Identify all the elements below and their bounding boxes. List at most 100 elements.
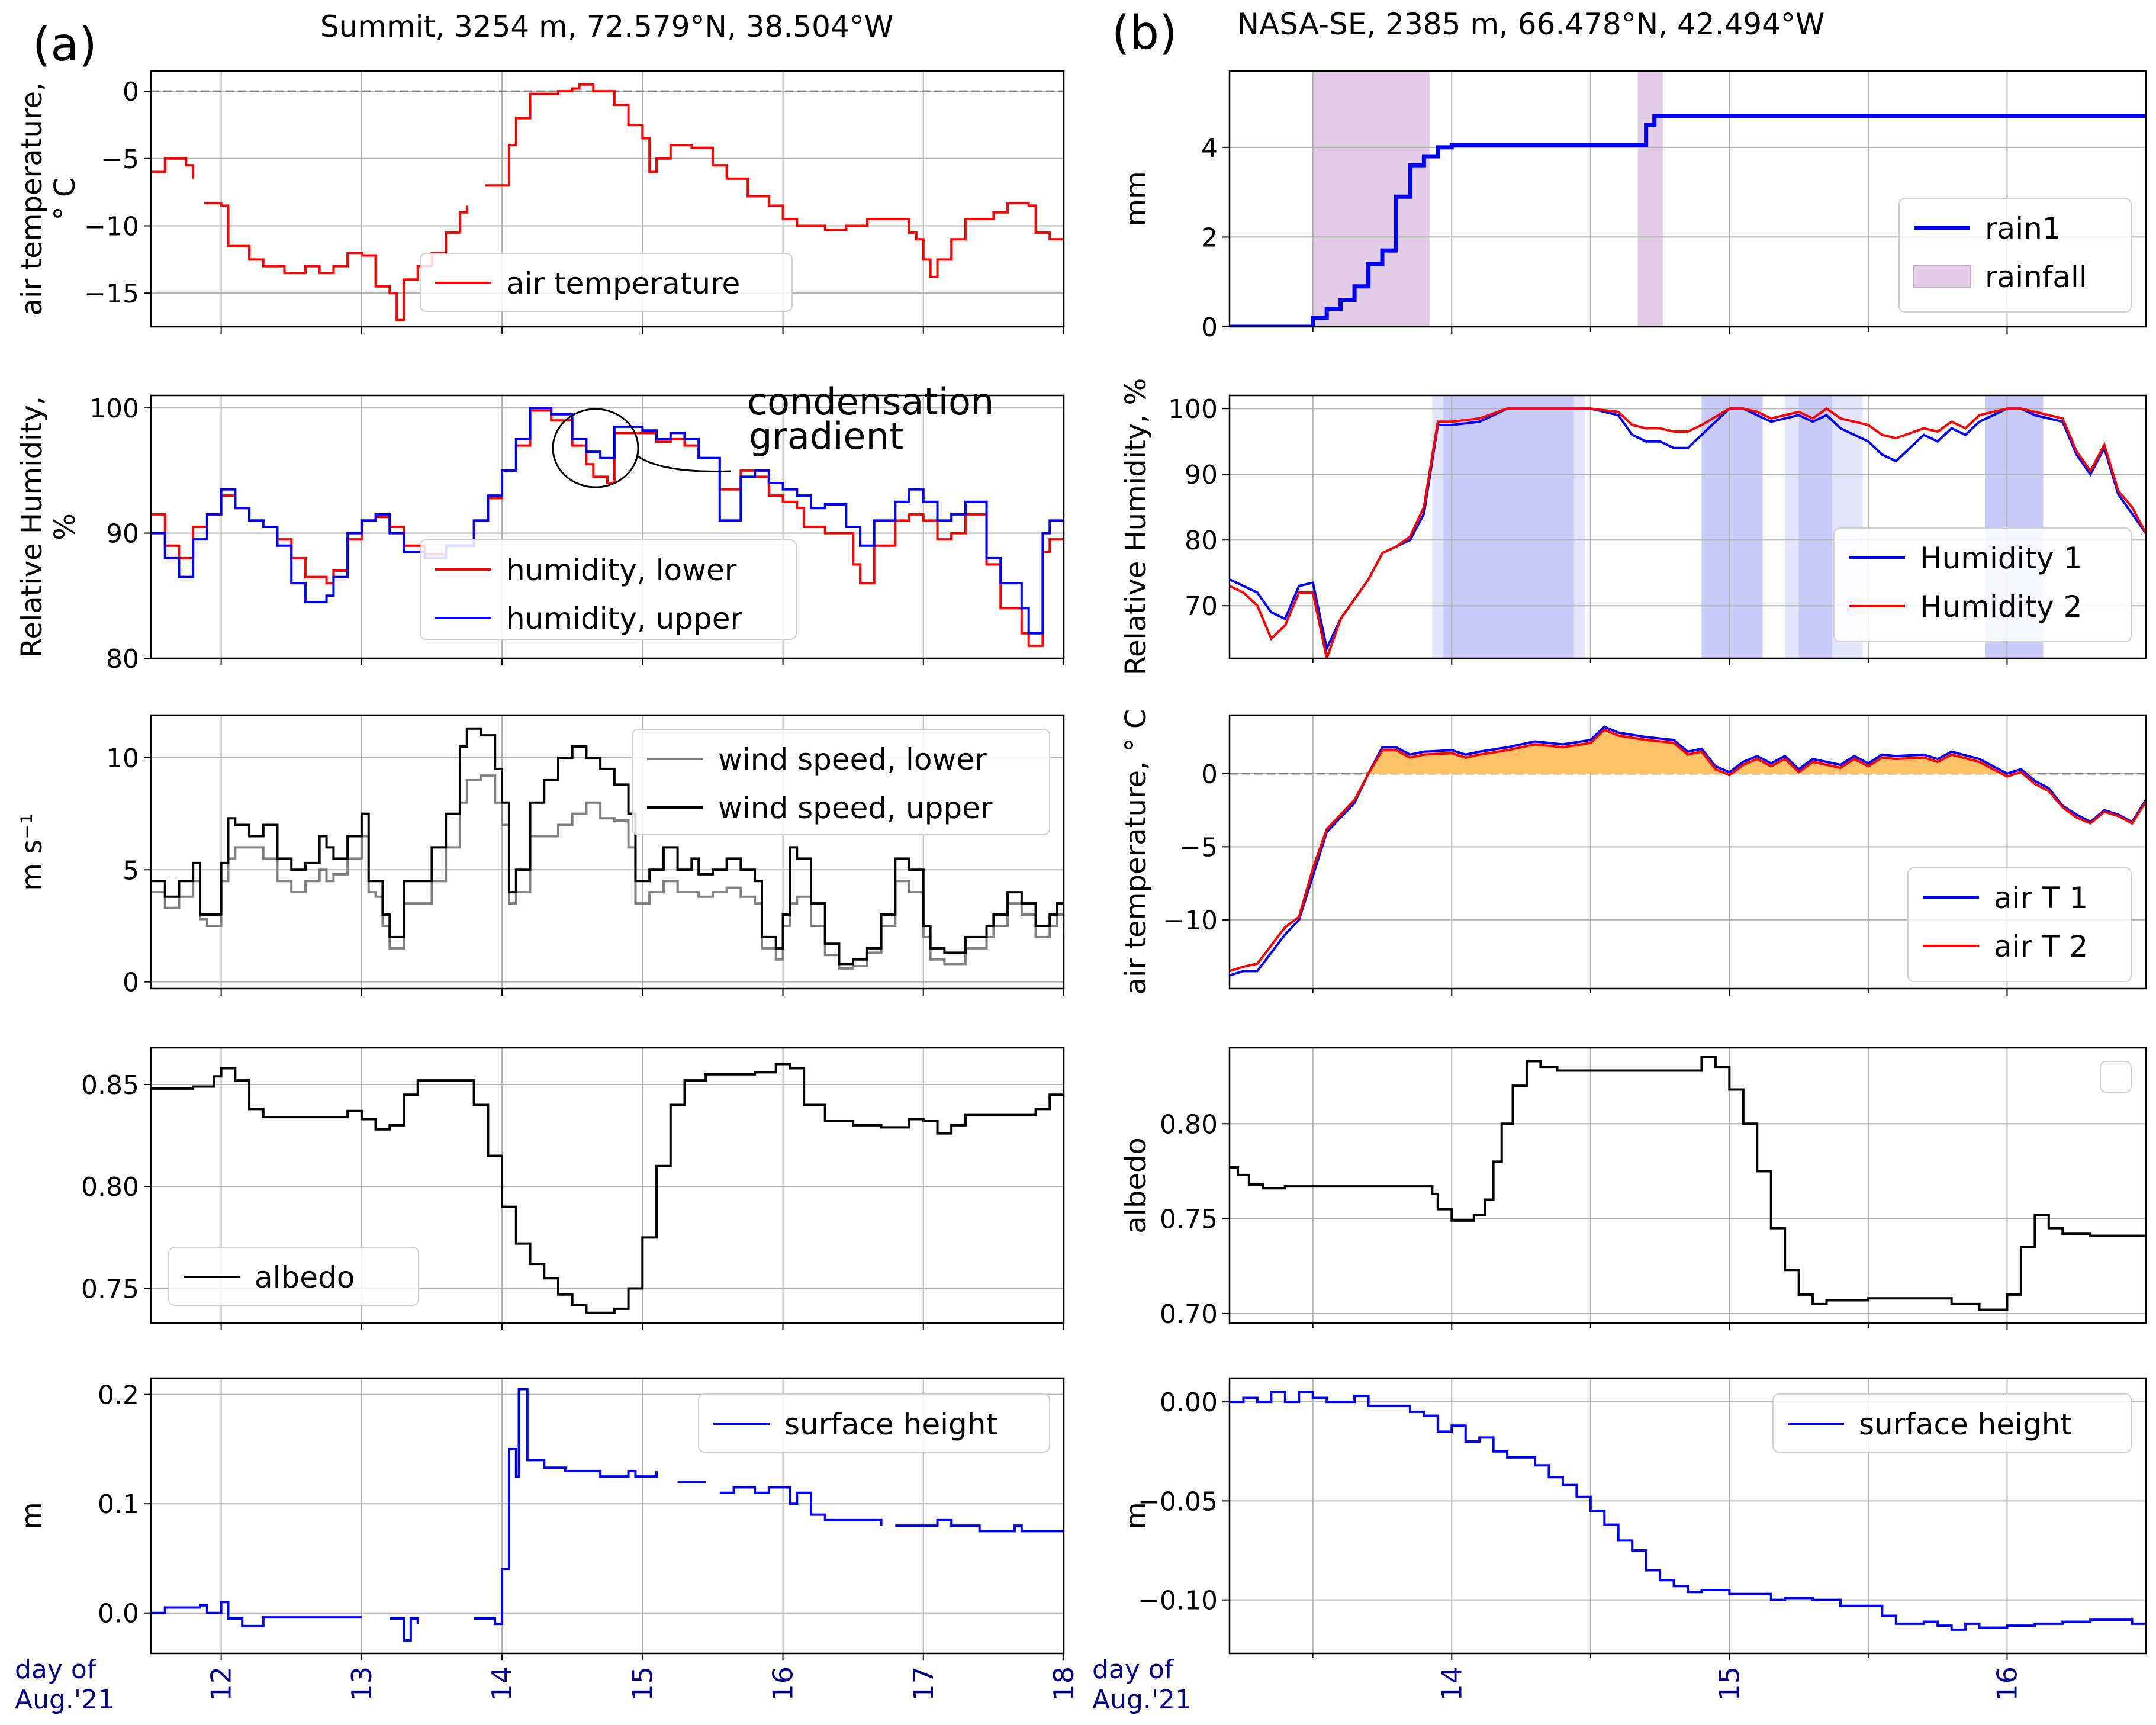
y-tick-label: 0 [1201,313,1218,343]
y-tick-label: 0.80 [1160,1109,1218,1140]
x-tick-label: 14 [1436,1666,1468,1701]
panel-label-a: (a) [33,18,97,72]
y-tick-label: −10 [1163,906,1218,936]
series-line-humidity-upper [151,407,1064,635]
legend-label: air T 1 [1994,881,2088,915]
axes-frame [1228,70,2147,328]
y-tick-label: 0 [123,77,139,107]
y-tick-label: −10 [84,211,139,242]
series-line-air-t-2 [1230,728,2146,973]
series-line-rain1 [1230,114,2146,327]
y-tick-label: 10 [106,744,139,774]
series-line-humidity-2 [1230,407,2146,658]
title-a: Summit, 3254 m, 72.579°N, 38.504°W [320,9,893,44]
legend-label: air temperature [506,266,740,301]
chart-a5: 0.2 0.1 0.0 m surface height 12 13 14 15 16 17 18 [15,1377,1080,1701]
shaded-span [1312,71,1430,327]
y-tick-label: 0.70 [1160,1299,1218,1330]
axes-frame [1228,394,2147,659]
y-tick-label: 0.00 [1160,1388,1218,1418]
legend-label: surface height [784,1407,997,1441]
y-tick-label: 0.75 [81,1274,139,1304]
shaded-span [1701,395,1763,658]
x-tick-label: 14 [486,1666,518,1701]
legend-label: humidity, upper [506,601,743,636]
y-axis-label: Relative Humidity, % [1119,378,1153,676]
day-label-a-line1: day of [15,1655,97,1685]
series-line-wind-speed-upper [151,727,1064,966]
axes-frame [1228,714,2147,990]
legend-label: albedo [255,1260,355,1295]
y-tick-label: 0.80 [81,1172,139,1202]
axes-frame [150,1377,1065,1655]
chart-b5: 0.00 −0.05 −0.10 m surface height 14 15 16 [1119,1377,2147,1701]
legend-label: humidity, lower [506,553,737,587]
x-tick-label: 17 [908,1666,939,1701]
chart-b1: 0 2 4 mm rain1 rainfall [1119,70,2147,343]
y-tick-label: 0.75 [1160,1205,1218,1235]
series-line-albedo [151,1063,1064,1314]
y-tick-label: 70 [1185,591,1218,622]
y-tick-label: 0.0 [98,1599,139,1629]
legend-label: Humidity 1 [1920,541,2082,575]
day-label-b-line1: day of [1092,1655,1174,1685]
axes-frame [150,714,1065,990]
legend-box [632,729,1050,835]
y-tick-label: 90 [1185,460,1218,490]
legend-swatch [1913,265,1971,288]
legend-label: rainfall [1985,260,2087,294]
y-axis-label: mm [1119,171,1153,227]
y-tick-label: 80 [1185,526,1218,556]
chart-b2: 100 90 80 70 Relative Humidity, % Humidity 1 H… [1119,378,2147,676]
y-tick-label: 5 [123,855,139,886]
y-tick-label: 100 [89,394,139,424]
y-tick-label: 4 [1201,133,1218,163]
y-tick-label: 90 [106,519,139,549]
legend-label: wind speed, lower [718,742,987,777]
series-line-air-t-1 [1230,725,2146,977]
shaded-span [1798,395,1832,658]
y-axis-label: m [15,1502,49,1530]
y-tick-label: 0.85 [81,1070,139,1100]
y-tick-label: 100 [1168,394,1218,424]
legend-box [1772,1393,2132,1453]
axes-frame [1228,1377,2147,1655]
y-tick-label: −15 [84,279,139,309]
y-tick-label: 0.1 [98,1489,139,1520]
axes-frame [1228,1047,2147,1324]
legend-label: surface height [1859,1407,2072,1441]
series-line-wind-speed-lower [151,774,1064,970]
y-tick-label: −0.10 [1138,1586,1218,1616]
x-tick-label: 16 [1991,1666,2023,1701]
y-tick-label: 2 [1201,223,1218,253]
legend-box [420,253,793,312]
series-line-surface-height [151,1388,1064,1642]
chart-a1: 0 −5 −10 −15 air temperature, ° C air temperat… [15,70,1065,334]
series-line-albedo [1230,1056,2146,1311]
x-tick-label: 13 [346,1666,378,1701]
legend-box [1833,527,2132,642]
chart-b4: 0.80 0.75 0.70 albedo [1119,1047,2147,1330]
chart-a3: 0 5 10 m s⁻¹ wind speed, lower wind speed, up… [15,714,1065,998]
y-axis-label: m [1119,1502,1153,1530]
legend-box [420,539,797,640]
annotation-circle [552,408,639,488]
legend-label: rain1 [1985,211,2061,246]
shaded-span [1637,71,1663,327]
y-tick-label: 0 [1201,759,1218,790]
axes-frame [150,1047,1065,1324]
legend-label: Humidity 2 [1920,590,2082,624]
y-axis-label: albedo [1119,1137,1153,1234]
title-b: NASA-SE, 2385 m, 66.478°N, 42.494°W [1237,7,1825,41]
y-tick-label: 0.2 [98,1380,139,1411]
day-label-b-line2: Aug.'21 [1092,1685,1192,1715]
chart-a4: 0.85 0.80 0.75 albedo [81,1047,1065,1330]
axes-frame [150,394,1065,659]
axes-frame [150,70,1065,328]
x-tick-label: 18 [1048,1666,1080,1701]
x-tick-label: 16 [767,1666,799,1701]
shaded-span [1443,395,1574,658]
chart-b3: 0 −5 −10 air temperature, ° C air T 1 air T 2 [1119,709,2147,996]
legend-label: wind speed, upper [718,791,993,825]
